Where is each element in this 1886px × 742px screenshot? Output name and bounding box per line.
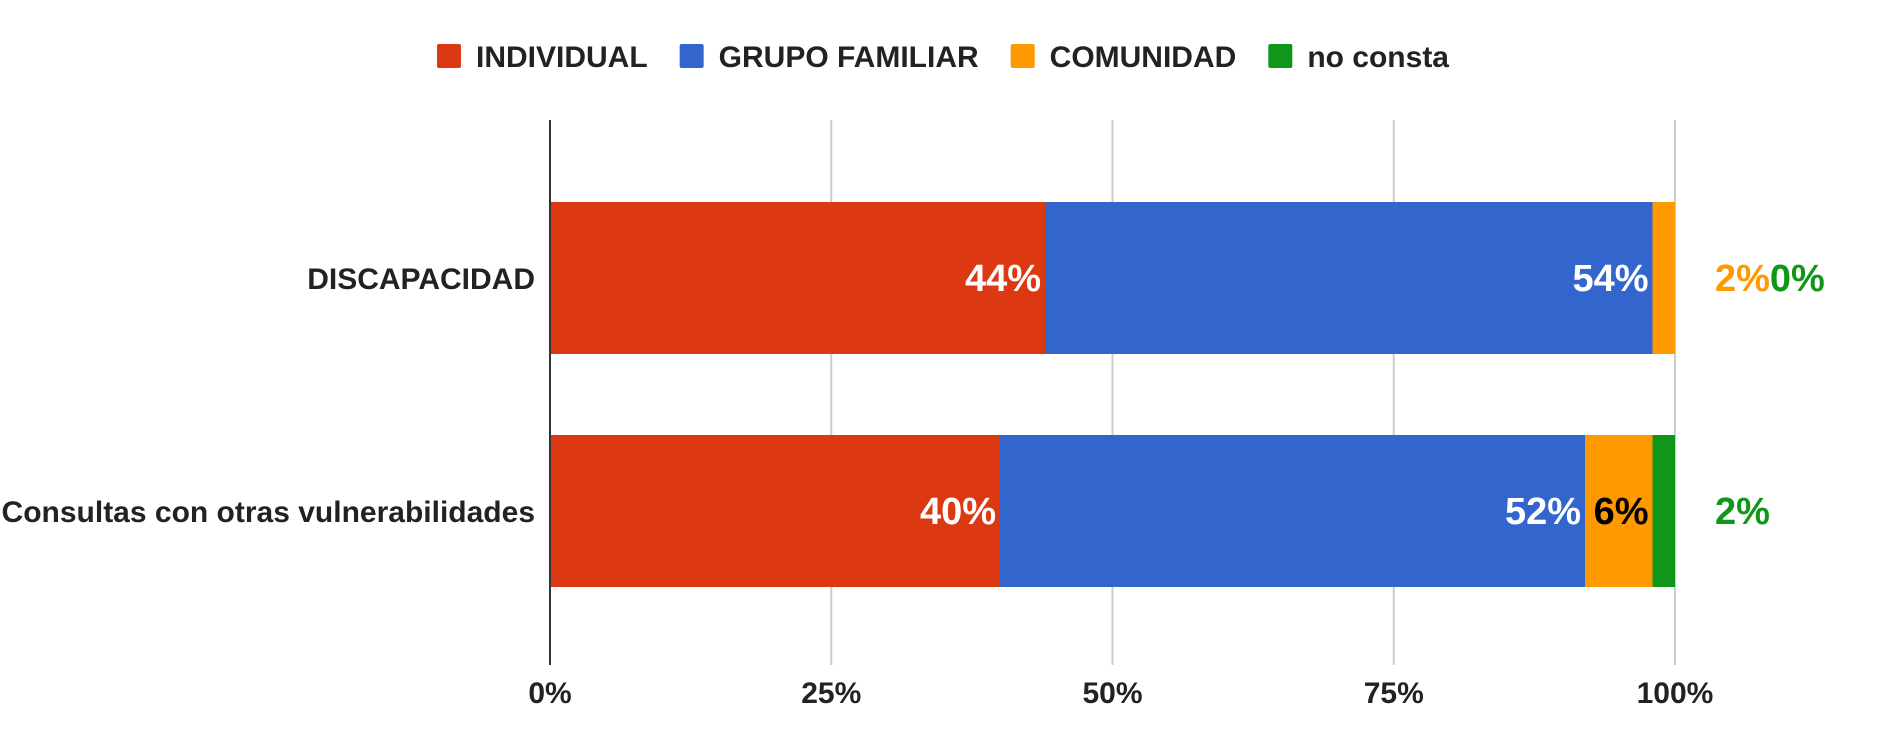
- legend-swatch: [436, 44, 461, 68]
- bar-segment: [1000, 435, 1585, 587]
- x-tick-label: 100%: [1637, 677, 1714, 710]
- bar-segment: [550, 435, 1000, 587]
- legend-label: INDIVIDUAL: [476, 41, 648, 74]
- x-tick-label: 25%: [801, 677, 861, 710]
- legend: INDIVIDUAL GRUPO FAMILIAR COMUNIDAD no cons…: [436, 41, 1449, 74]
- data-label: 54%: [1572, 258, 1648, 300]
- x-tick-label: 75%: [1364, 677, 1424, 710]
- data-label-outside: 0%: [1770, 258, 1825, 300]
- bars: [550, 202, 1675, 587]
- x-tick-label: 50%: [1082, 677, 1142, 710]
- data-label: 40%: [920, 491, 996, 533]
- legend-label: GRUPO FAMILIAR: [719, 41, 979, 74]
- bar-segment: [1045, 202, 1653, 354]
- axis: 0% 25% 50% 75% 100% DISCAPACIDAD Consultas con…: [2, 120, 1714, 710]
- data-label-outside: 2%: [1715, 491, 1770, 533]
- bar-segment: [1652, 202, 1675, 354]
- legend-swatch: [679, 44, 704, 68]
- data-label-outside: 2%: [1715, 258, 1770, 300]
- legend-label: COMUNIDAD: [1050, 41, 1237, 74]
- legend-swatch: [1010, 44, 1035, 68]
- bar-segment: [1652, 435, 1675, 587]
- category-label: Consultas con otras vulnerabilidades: [2, 496, 535, 529]
- legend-label: no consta: [1307, 41, 1449, 74]
- data-label: 44%: [965, 258, 1041, 300]
- bar-segment: [1585, 435, 1653, 587]
- x-tick-label: 0%: [528, 677, 571, 710]
- data-labels: 44% 54% 2% 0%40% 52% 6% 2%: [920, 258, 1825, 533]
- data-label: 52%: [1505, 491, 1581, 533]
- category-label: DISCAPACIDAD: [307, 263, 535, 296]
- legend-swatch: [1268, 44, 1293, 68]
- bar-segment: [550, 202, 1045, 354]
- data-label: 6%: [1594, 491, 1649, 533]
